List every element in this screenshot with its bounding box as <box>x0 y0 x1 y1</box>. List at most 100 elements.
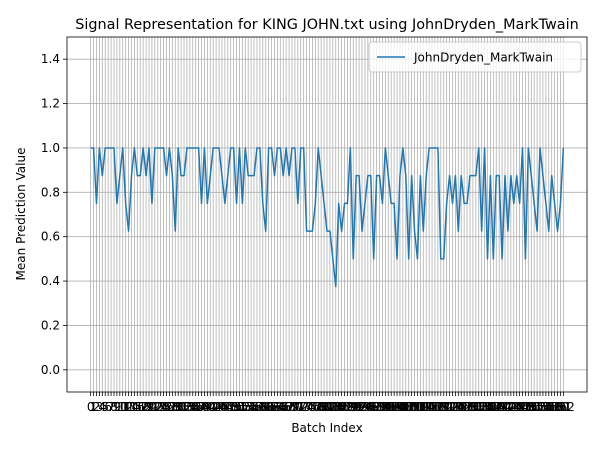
x-tick-label: 86 <box>334 400 349 414</box>
x-tick-label: 54 <box>241 400 256 414</box>
x-tick-label: 98 <box>369 400 384 414</box>
plot-frame <box>66 36 588 393</box>
x-tick-label: 162 <box>552 400 575 414</box>
x-tick-label: 38 <box>194 400 209 414</box>
x-tick-label: 157 <box>537 400 560 414</box>
x-tick-label: 156 <box>534 400 557 414</box>
x-tick-label: 85 <box>331 400 346 414</box>
x-tick-label: 55 <box>243 400 258 414</box>
x-tick-label: 102 <box>377 400 400 414</box>
x-tick-label: 37 <box>191 400 206 414</box>
y-tick-label: 1.4 <box>41 52 60 66</box>
x-tick-label: 43 <box>208 400 223 414</box>
x-tick-label: 27 <box>162 400 177 414</box>
x-tick-label: 101 <box>374 400 397 414</box>
x-tick-label: 47 <box>220 400 235 414</box>
x-tick-label: 4 <box>98 400 106 414</box>
y-tick-label: 1.2 <box>41 97 60 111</box>
x-tick-label: 7 <box>107 400 115 414</box>
x-tick-label: 136 <box>476 400 499 414</box>
x-tick-label: 13 <box>121 400 136 414</box>
x-tick-label: 80 <box>316 400 331 414</box>
x-tick-label: 120 <box>429 400 452 414</box>
x-tick-label: 114 <box>412 400 435 414</box>
x-tick-label: 123 <box>438 400 461 414</box>
x-tick-label: 105 <box>386 400 409 414</box>
x-tick-label: 111 <box>403 400 426 414</box>
x-tick-label: 52 <box>235 400 250 414</box>
x-tick-label: 100 <box>371 400 394 414</box>
x-tick-label: 146 <box>505 400 528 414</box>
x-tick-label: 44 <box>211 400 226 414</box>
x-tick-label: 70 <box>287 400 302 414</box>
x-tick-label: 3 <box>96 400 104 414</box>
x-tick-label: 82 <box>322 400 337 414</box>
x-tick-label: 65 <box>273 400 288 414</box>
x-tick-label: 133 <box>467 400 490 414</box>
x-tick-label: 2 <box>93 400 101 414</box>
x-tick-label: 140 <box>488 400 511 414</box>
x-tick-label: 141 <box>491 400 514 414</box>
x-tick-label: 59 <box>255 400 270 414</box>
x-tick-label: 18 <box>136 400 151 414</box>
x-tick-label: 104 <box>383 400 406 414</box>
x-tick-label: 19 <box>138 400 153 414</box>
y-tick-label: 0.2 <box>41 318 60 332</box>
x-tick-label: 25 <box>156 400 171 414</box>
x-tick-label: 75 <box>302 400 317 414</box>
x-tick-label: 36 <box>188 400 203 414</box>
x-tick-label: 134 <box>470 400 493 414</box>
x-tick-label: 46 <box>217 400 232 414</box>
x-tick-label: 61 <box>261 400 276 414</box>
x-tick-label: 29 <box>168 400 183 414</box>
y-axis-label: Mean Prediction Value <box>14 148 28 281</box>
x-tick-label: 154 <box>529 400 552 414</box>
x-tick-label: 91 <box>349 400 364 414</box>
x-tick-label: 22 <box>147 400 162 414</box>
x-tick-label: 11 <box>115 400 130 414</box>
x-tick-label: 121 <box>432 400 455 414</box>
legend-box <box>368 41 582 73</box>
x-tick-label: 117 <box>421 400 444 414</box>
x-tick-label: 161 <box>549 400 572 414</box>
x-tick-label: 62 <box>264 400 279 414</box>
x-tick-label: 10 <box>112 400 127 414</box>
x-tick-label: 30 <box>171 400 186 414</box>
x-tick-label: 40 <box>200 400 215 414</box>
x-tick-label: 139 <box>485 400 508 414</box>
x-tick-label: 130 <box>459 400 482 414</box>
line-series <box>90 147 565 288</box>
x-tick-label: 63 <box>267 400 282 414</box>
x-tick-label: 5 <box>101 400 109 414</box>
x-tick-label: 31 <box>173 400 188 414</box>
x-tick-label: 88 <box>340 400 355 414</box>
y-tick-label: 0.0 <box>41 363 60 377</box>
x-tick-label: 149 <box>514 400 537 414</box>
x-tick-label: 16 <box>130 400 145 414</box>
x-tick-label: 126 <box>447 400 470 414</box>
x-tick-label: 60 <box>258 400 273 414</box>
x-tick-label: 145 <box>502 400 525 414</box>
x-tick-label: 39 <box>197 400 212 414</box>
x-tick-label: 142 <box>494 400 517 414</box>
x-tick-label: 160 <box>546 400 569 414</box>
x-tick-label: 69 <box>284 400 299 414</box>
x-tick-label: 74 <box>299 400 314 414</box>
x-tick-label: 95 <box>360 400 375 414</box>
x-tick-label: 113 <box>409 400 432 414</box>
x-tick-label: 87 <box>337 400 352 414</box>
chart-title: Signal Representation for KING JOHN.txt … <box>75 17 578 33</box>
x-tick-label: 68 <box>281 400 296 414</box>
x-tick-label: 9 <box>113 400 121 414</box>
x-tick-label: 150 <box>517 400 540 414</box>
x-tick-label: 56 <box>246 400 261 414</box>
x-tick-label: 78 <box>311 400 326 414</box>
x-tick-label: 83 <box>325 400 340 414</box>
legend-label: JohnDryden_MarkTwain <box>413 51 553 65</box>
x-tick-label: 12 <box>118 400 133 414</box>
x-tick-label: 6 <box>104 400 112 414</box>
y-tick-label: 1.0 <box>41 141 60 155</box>
x-tick-label: 21 <box>144 400 159 414</box>
x-tick-label: 159 <box>543 400 566 414</box>
